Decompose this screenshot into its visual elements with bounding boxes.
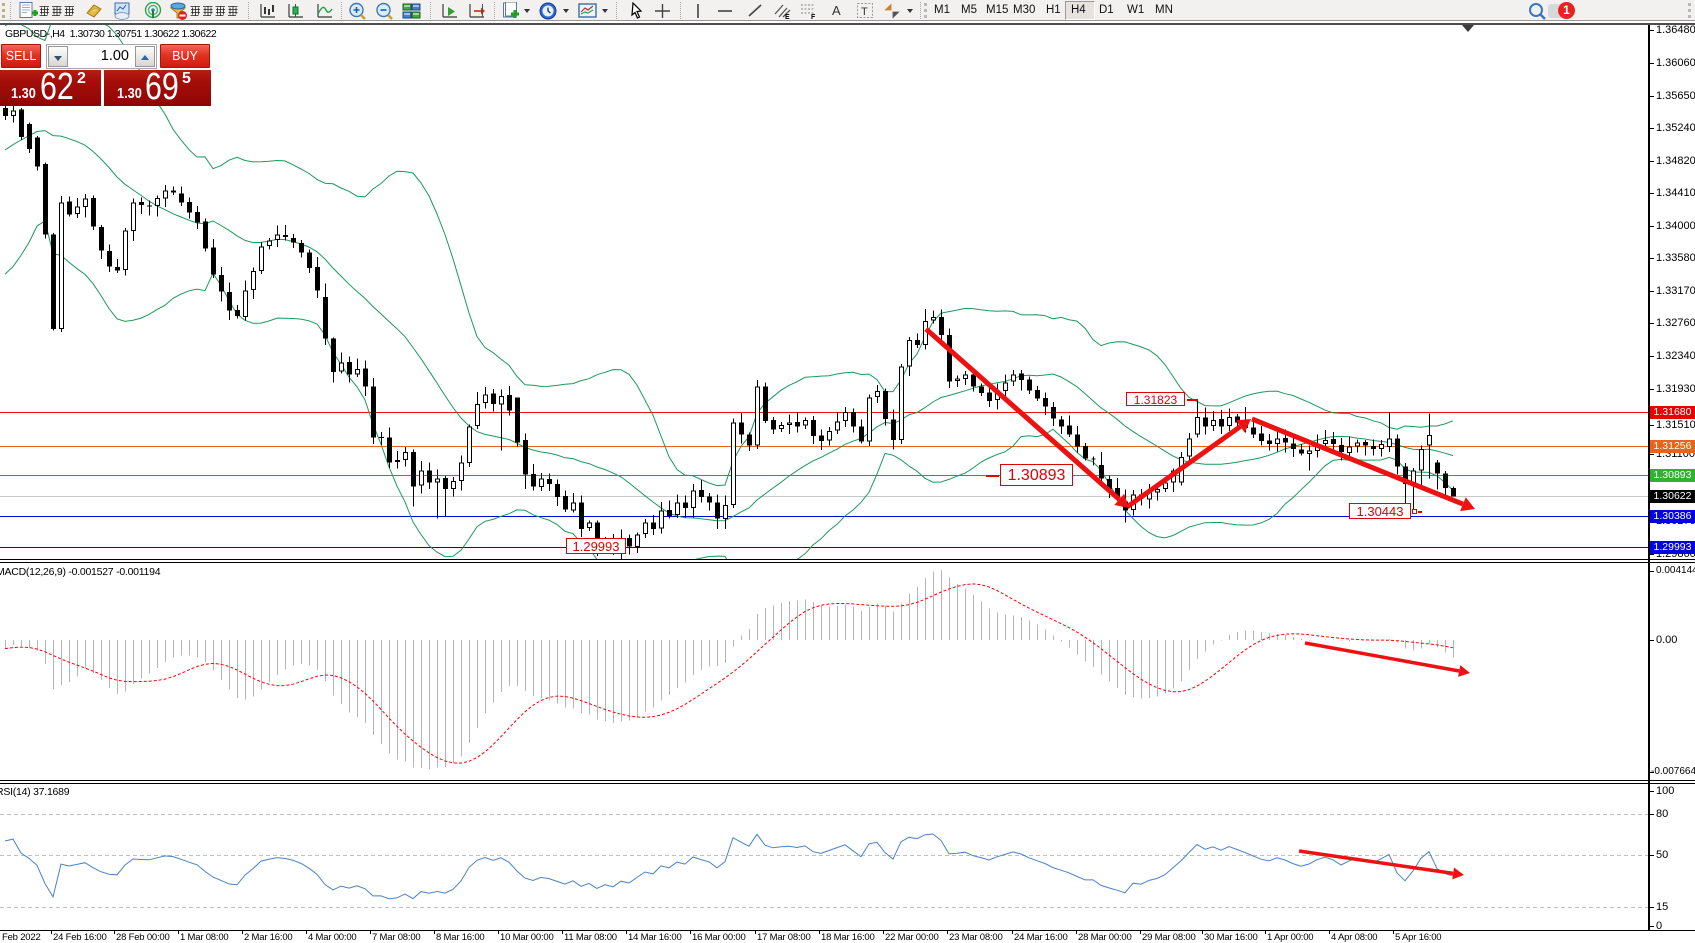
svg-text:T: T xyxy=(861,6,868,18)
svg-text:F: F xyxy=(811,14,816,20)
svg-text:E: E xyxy=(785,14,790,20)
